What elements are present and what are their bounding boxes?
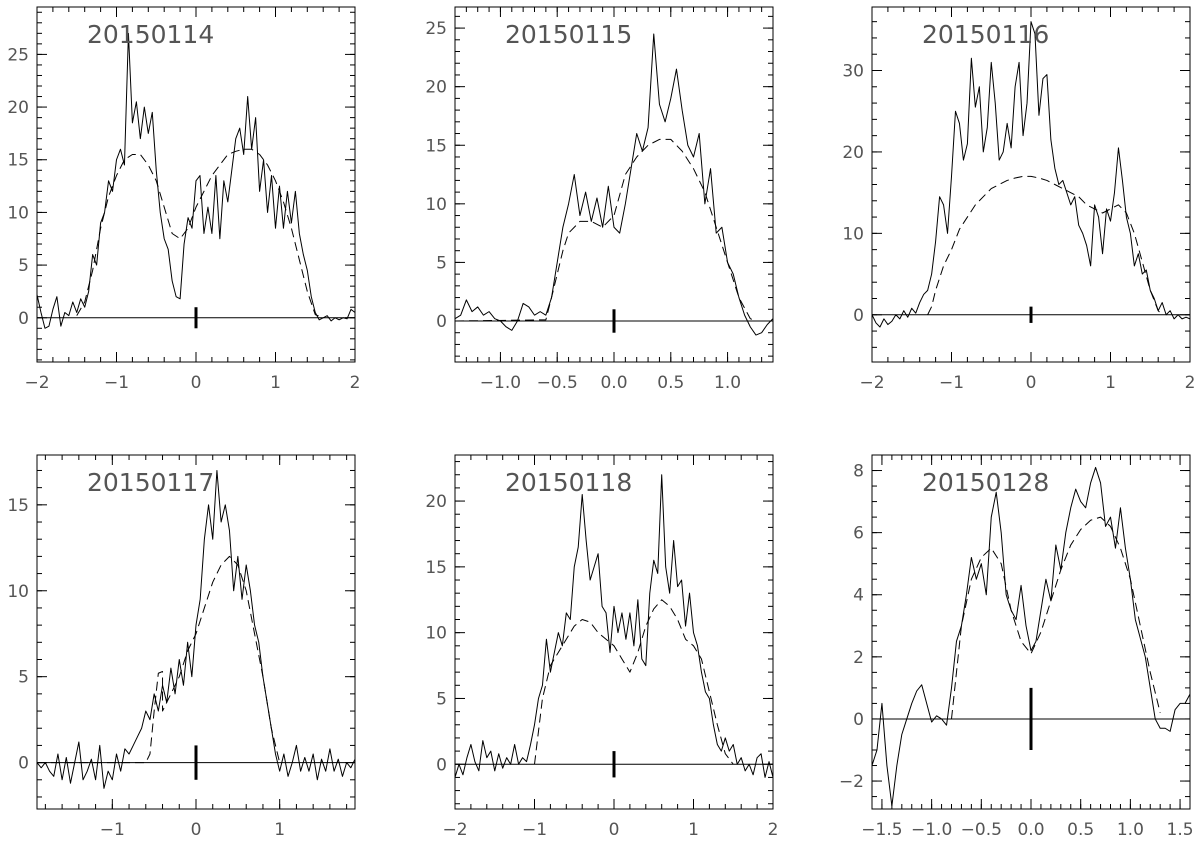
panel-title: 20150128 <box>922 468 1049 497</box>
panel-title: 20150116 <box>922 20 1049 49</box>
dashed-series-line <box>951 516 1161 720</box>
x-tick-label: −1 <box>100 820 125 840</box>
dashed-series-line <box>454 138 757 322</box>
x-tick-label: 0.0 <box>1017 820 1044 840</box>
y-tick-label: 10 <box>425 195 447 215</box>
solid-series-line <box>871 466 1191 807</box>
x-tick-label: −0.5 <box>961 820 1002 840</box>
x-tick-label: −1.5 <box>861 820 902 840</box>
y-tick-label: 8 <box>853 462 864 482</box>
dashed-series-line <box>534 599 734 765</box>
x-tick-label: −1 <box>939 373 964 393</box>
y-tick-label: 25 <box>425 19 447 39</box>
dashed-series-line <box>37 555 281 764</box>
x-tick-label: −2 <box>442 820 467 840</box>
panel-title: 20150114 <box>87 20 214 49</box>
x-tick-label: 0.5 <box>657 373 684 393</box>
y-tick-label: 20 <box>425 492 447 512</box>
y-tick-label: 15 <box>7 151 29 171</box>
panel-title: 20150118 <box>505 468 632 497</box>
x-tick-label: −1 <box>104 373 129 393</box>
solid-series-line <box>454 33 774 336</box>
y-tick-label: 20 <box>7 98 29 118</box>
x-tick-label: 0 <box>1026 373 1037 393</box>
x-tick-label: −2 <box>24 373 49 393</box>
x-tick-label: −1.0 <box>911 820 952 840</box>
y-tick-label: 2 <box>853 648 864 668</box>
x-tick-label: 1.0 <box>714 373 741 393</box>
y-tick-label: 0 <box>853 306 864 326</box>
y-tick-label: 10 <box>7 203 29 223</box>
y-tick-label: 10 <box>425 624 447 644</box>
y-tick-label: 15 <box>425 558 447 578</box>
y-tick-label: 15 <box>7 496 29 516</box>
dashed-series-line <box>76 148 324 319</box>
y-tick-label: 0 <box>436 755 447 775</box>
x-tick-label: 0 <box>191 820 202 840</box>
panel-title: 20150115 <box>505 20 632 49</box>
y-tick-label: 4 <box>853 586 864 606</box>
y-tick-label: 10 <box>7 582 29 602</box>
x-tick-label: −1.0 <box>480 373 521 393</box>
x-tick-label: 1.5 <box>1167 820 1194 840</box>
y-tick-label: 5 <box>436 253 447 273</box>
solid-series-line <box>36 32 356 329</box>
y-tick-label: 5 <box>436 689 447 709</box>
x-tick-label: 1 <box>1105 373 1116 393</box>
x-tick-label: 1 <box>274 820 285 840</box>
x-tick-label: 1.0 <box>1117 820 1144 840</box>
solid-series-line <box>454 474 774 778</box>
y-tick-label: 25 <box>7 45 29 65</box>
x-tick-label: 0.5 <box>1067 820 1094 840</box>
x-tick-label: −2 <box>859 373 884 393</box>
x-tick-label: 0 <box>191 373 202 393</box>
x-tick-label: 1 <box>270 373 281 393</box>
plot-frame <box>871 454 1191 810</box>
solid-series-line <box>871 21 1191 328</box>
y-tick-label: 20 <box>842 143 864 163</box>
y-tick-label: 0 <box>18 754 29 774</box>
x-tick-label: 0 <box>609 820 620 840</box>
dashed-series-line <box>927 175 1163 316</box>
y-tick-label: 20 <box>425 78 447 98</box>
chart-panel-2: −1.0 −0.5 0.0 0.5 1.0 0 5 10 15 20 25 20150115 <box>425 6 774 393</box>
y-tick-label: 6 <box>853 524 864 544</box>
x-tick-label: 2 <box>350 373 361 393</box>
panel-title: 20150117 <box>87 468 214 497</box>
y-tick-label: 5 <box>18 256 29 276</box>
y-tick-label: −2 <box>839 772 864 792</box>
x-tick-label: 1 <box>688 820 699 840</box>
solid-series-line <box>36 469 356 789</box>
y-tick-label: 15 <box>425 136 447 156</box>
y-tick-label: 0 <box>436 312 447 332</box>
x-tick-label: 2 <box>1185 373 1196 393</box>
x-tick-label: 2 <box>768 820 779 840</box>
y-tick-label: 0 <box>853 710 864 730</box>
y-tick-label: 10 <box>842 224 864 244</box>
y-tick-label: 30 <box>842 62 864 82</box>
x-tick-label: −0.5 <box>537 373 578 393</box>
y-tick-label: 0 <box>18 309 29 329</box>
x-tick-label: 0.0 <box>600 373 627 393</box>
chart-panel-6: −1.5 −1.0 −0.5 0.0 0.5 1.0 1.5 −2 0 2 4 6 8 20150128 <box>839 454 1194 840</box>
x-tick-label: −1 <box>522 820 547 840</box>
plot-frame <box>454 6 774 363</box>
y-tick-label: 5 <box>18 668 29 688</box>
